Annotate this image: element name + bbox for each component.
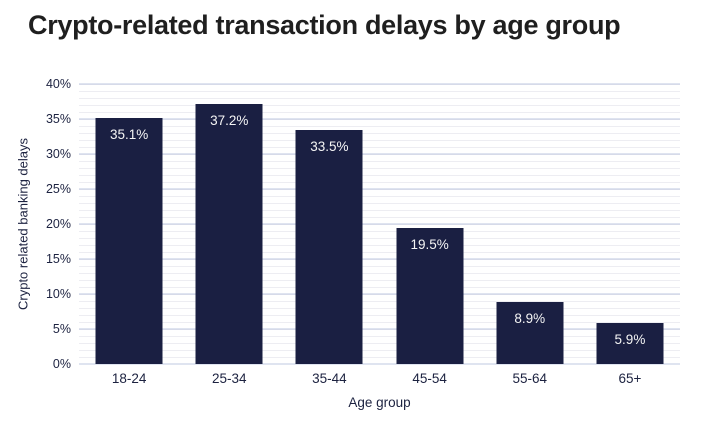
y-tick-label: 5%: [52, 322, 71, 336]
y-tick-label: 30%: [45, 147, 71, 161]
bar-value-label: 35.1%: [109, 127, 149, 143]
bar-18-24[interactable]: 35.1%: [95, 118, 163, 364]
major-gridline: [79, 223, 680, 225]
chart-title: Crypto-related transaction delays by age…: [28, 10, 621, 40]
y-tick-label: 40%: [45, 77, 71, 91]
y-axis-ticks: 0% 5% 10% 15% 20% 25% 30% 35% 40%: [0, 77, 71, 371]
x-axis-ticks: 18-24 25-34 35-44 45-54 55-64 65+: [79, 371, 680, 386]
y-tick-label: 10%: [45, 287, 71, 301]
bars-row: 35.1% 37.2% 33.5% 19.5% 8.9% 5.9%: [79, 84, 680, 364]
y-tick-label: 0%: [52, 357, 71, 371]
bar-slot-65+: 5.9%: [580, 84, 680, 364]
plot-area: 35.1% 37.2% 33.5% 19.5% 8.9% 5.9%: [79, 83, 680, 365]
bar-value-label: 5.9%: [614, 331, 646, 347]
major-gridline: [79, 188, 680, 190]
bar-slot-35-44: 33.5%: [279, 84, 379, 364]
bar-35-44[interactable]: 33.5%: [295, 129, 363, 364]
x-tick-label-18-24: 18-24: [111, 371, 147, 386]
major-gridline: [79, 363, 680, 365]
bar-25-34[interactable]: 37.2%: [195, 103, 263, 364]
x-tick-label-65+: 65+: [618, 371, 642, 386]
y-tick-label: 25%: [45, 182, 71, 196]
major-gridline: [79, 83, 680, 85]
bar-slot-55-64: 8.9%: [480, 84, 580, 364]
x-tick-label-45-54: 45-54: [412, 371, 447, 386]
bar-45-54[interactable]: 19.5%: [396, 227, 464, 364]
bar-65+[interactable]: 5.9%: [596, 322, 664, 364]
major-gridline: [79, 153, 680, 155]
major-gridline: [79, 258, 680, 260]
bar-value-label: 8.9%: [514, 310, 546, 326]
y-tick-label: 35%: [45, 112, 71, 126]
x-tick-label-25-34: 25-34: [211, 371, 247, 386]
x-tick-label-35-44: 35-44: [312, 371, 347, 386]
bar-value-label: 37.2%: [210, 112, 249, 128]
bar-slot-18-24: 35.1%: [79, 84, 179, 364]
x-axis-title: Age group: [348, 395, 411, 410]
bar-value-label: 33.5%: [310, 138, 349, 154]
bar-slot-45-54: 19.5%: [380, 84, 480, 364]
y-tick-label: 15%: [45, 252, 71, 266]
x-tick-label-55-64: 55-64: [512, 371, 548, 386]
major-gridline: [79, 118, 680, 120]
major-gridline: [79, 293, 680, 295]
bar-55-64[interactable]: 8.9%: [496, 301, 564, 364]
y-tick-label: 20%: [45, 217, 71, 231]
bar-value-label: 19.5%: [410, 236, 449, 252]
major-gridline: [79, 328, 680, 330]
bar-slot-25-34: 37.2%: [179, 84, 279, 364]
